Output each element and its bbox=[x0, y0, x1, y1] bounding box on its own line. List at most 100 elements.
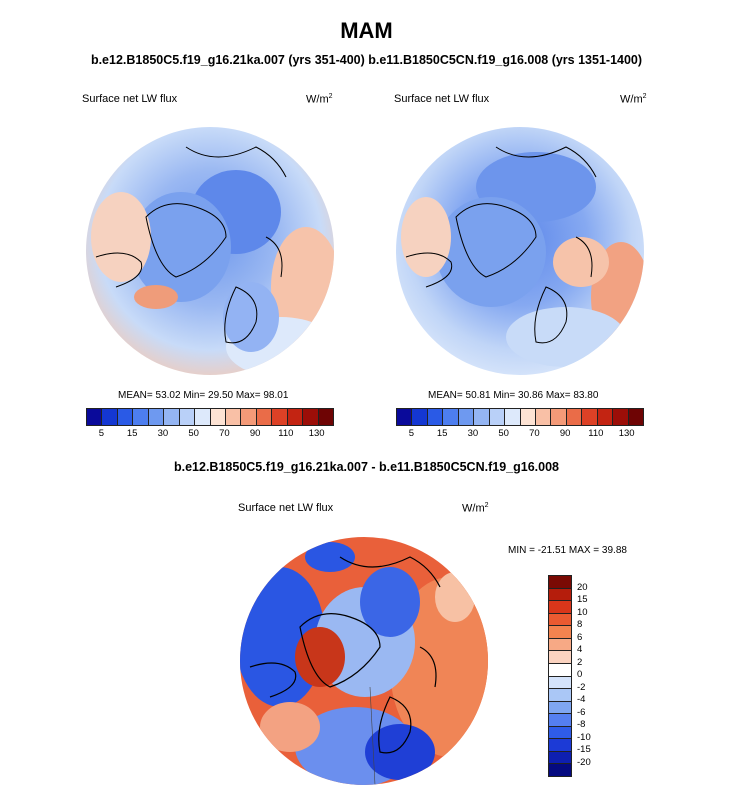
diff-units: W/m2 bbox=[462, 502, 489, 515]
colorbar-tick-label: 130 bbox=[308, 428, 325, 439]
colorbar-box bbox=[549, 651, 571, 664]
diff-variable: Surface net LW flux bbox=[238, 502, 334, 514]
colorbar-box bbox=[549, 764, 571, 776]
colorbar-box bbox=[133, 409, 149, 425]
figure-subtitle: b.e12.B1850C5.f19_g16.21ka.007 (yrs 351-… bbox=[0, 53, 733, 67]
panel1-units: W/m2 bbox=[306, 93, 333, 106]
colorbar-tick-label: 4 bbox=[577, 644, 583, 655]
colorbar-tick-label: 50 bbox=[498, 428, 509, 439]
panel2-stats: MEAN= 50.81 Min= 30.86 Max= 83.80 bbox=[428, 390, 599, 401]
colorbar-box bbox=[102, 409, 118, 425]
colorbar-box bbox=[566, 409, 583, 425]
colorbar-box bbox=[549, 751, 571, 765]
colorbar-tick-label: -20 bbox=[577, 756, 591, 768]
colorbar-box bbox=[195, 409, 211, 425]
colorbar-box bbox=[474, 409, 490, 425]
colorbar-tick-label: 30 bbox=[467, 428, 479, 439]
colorbar-box bbox=[535, 409, 552, 425]
diff-polar-map bbox=[240, 537, 488, 785]
colorbar-box bbox=[318, 409, 333, 425]
colorbar-box bbox=[256, 409, 273, 425]
colorbar-box bbox=[210, 409, 226, 425]
colorbar-tick-label: 15 bbox=[436, 428, 448, 439]
colorbar-box bbox=[164, 409, 180, 425]
colorbar-tick-label: 6 bbox=[577, 631, 583, 643]
panel1-stats: MEAN= 53.02 Min= 29.50 Max= 98.01 bbox=[118, 390, 289, 401]
colorbar-box bbox=[443, 409, 459, 425]
panel1-colorbar bbox=[86, 408, 334, 426]
diff-units-base: W/m bbox=[462, 502, 485, 515]
colorbar-box bbox=[582, 409, 598, 425]
colorbar-tick-label: 90 bbox=[249, 428, 261, 439]
colorbar-tick-label: 5 bbox=[408, 428, 415, 439]
colorbar-box bbox=[549, 714, 571, 727]
panel1-units-exp: 2 bbox=[328, 93, 333, 100]
colorbar-box bbox=[148, 409, 165, 425]
colorbar-tick-label: 50 bbox=[188, 428, 199, 439]
colorbar-box bbox=[549, 726, 571, 740]
colorbar-box bbox=[551, 409, 567, 425]
colorbar-box bbox=[549, 689, 571, 702]
colorbar-box bbox=[613, 409, 629, 425]
colorbar-tick-label: 15 bbox=[126, 428, 138, 439]
colorbar-box bbox=[549, 676, 571, 690]
colorbar-box bbox=[303, 409, 319, 425]
colorbar-box bbox=[241, 409, 257, 425]
colorbar-box bbox=[597, 409, 614, 425]
colorbar-box bbox=[549, 576, 571, 589]
panel2-colorbar-ticks: 5 15 30 50 70 90 110 130 bbox=[396, 428, 642, 440]
colorbar-tick-label: 130 bbox=[618, 428, 635, 439]
colorbar-tick-label: -15 bbox=[577, 744, 591, 755]
colorbar-tick-label: 20 bbox=[577, 581, 588, 593]
colorbar-box bbox=[549, 626, 571, 639]
panel1-variable: Surface net LW flux bbox=[82, 93, 178, 105]
colorbar-tick-label: 30 bbox=[157, 428, 169, 439]
colorbar-box bbox=[549, 739, 571, 752]
diff-minmax: MIN = -21.51 MAX = 39.88 bbox=[508, 545, 627, 556]
colorbar-box bbox=[458, 409, 475, 425]
panel1-units-base: W/m bbox=[306, 93, 329, 106]
colorbar-box bbox=[117, 409, 134, 425]
panel1-colorbar-ticks: 5 15 30 50 70 90 110 130 bbox=[86, 428, 332, 440]
colorbar-tick-label: 10 bbox=[577, 606, 588, 618]
diff-units-exp: 2 bbox=[484, 502, 489, 509]
colorbar-box bbox=[179, 409, 196, 425]
colorbar-tick-label: -2 bbox=[577, 681, 586, 693]
panel2-polar-map bbox=[396, 127, 644, 375]
colorbar-box bbox=[549, 601, 571, 614]
panel2-units-exp: 2 bbox=[642, 93, 647, 100]
colorbar-box bbox=[287, 409, 304, 425]
colorbar-tick-label: 15 bbox=[577, 594, 588, 605]
panel2-variable: Surface net LW flux bbox=[394, 93, 490, 105]
panel2-units-base: W/m bbox=[620, 93, 643, 106]
colorbar-box bbox=[520, 409, 536, 425]
colorbar-tick-label: 8 bbox=[577, 619, 583, 630]
subtitle-left: b.e12.B1850C5.f19_g16.21ka.007 (yrs 351-… bbox=[90, 53, 365, 67]
colorbar-tick-label: -6 bbox=[577, 706, 586, 718]
panel2-units: W/m2 bbox=[620, 93, 647, 106]
colorbar-tick-label: 70 bbox=[529, 428, 540, 439]
colorbar-box bbox=[549, 638, 571, 652]
colorbar-box bbox=[549, 588, 571, 602]
panel2-colorbar bbox=[396, 408, 644, 426]
colorbar-tick-label: 70 bbox=[219, 428, 230, 439]
colorbar-tick-label: 110 bbox=[278, 428, 294, 439]
diff-colorbar bbox=[548, 575, 572, 777]
colorbar-tick-label: 2 bbox=[577, 656, 583, 668]
colorbar-box bbox=[505, 409, 521, 425]
colorbar-box bbox=[225, 409, 242, 425]
colorbar-tick-label: -8 bbox=[577, 719, 586, 730]
colorbar-box bbox=[427, 409, 444, 425]
colorbar-box bbox=[272, 409, 288, 425]
colorbar-tick-label: 5 bbox=[98, 428, 105, 439]
colorbar-box bbox=[628, 409, 643, 425]
colorbar-tick-label: 90 bbox=[559, 428, 571, 439]
colorbar-box bbox=[397, 409, 413, 425]
colorbar-box bbox=[549, 701, 571, 715]
colorbar-tick-label: -10 bbox=[577, 731, 591, 743]
difference-title: b.e12.B1850C5.f19_g16.21ka.007 - b.e11.B… bbox=[174, 460, 559, 474]
colorbar-box bbox=[549, 663, 571, 677]
colorbar-tick-label: 110 bbox=[588, 428, 604, 439]
colorbar-box bbox=[489, 409, 506, 425]
figure-title: MAM bbox=[340, 18, 393, 43]
